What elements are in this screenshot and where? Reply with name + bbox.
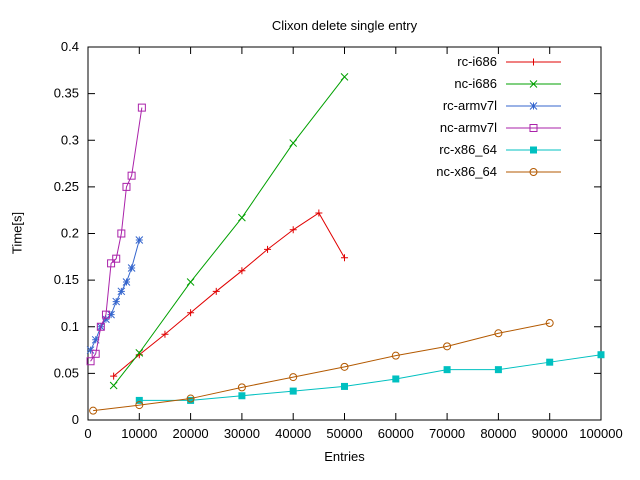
y-tick-label: 0.3 — [61, 132, 79, 147]
x-tick-label: 70000 — [429, 426, 465, 441]
x-tick-label: 30000 — [224, 426, 260, 441]
series-line-rc-i686 — [113, 212, 345, 377]
marker-nc-x86_64 — [237, 383, 246, 392]
chart-title: Clixon delete single entry — [271, 18, 418, 33]
legend-label-nc-i686: nc-i686 — [454, 76, 497, 91]
marker-rc-armv7l — [86, 346, 95, 354]
marker-nc-armv7l — [117, 229, 126, 238]
marker-nc-x86_64 — [186, 394, 195, 403]
marker-rc-x86_64 — [341, 382, 348, 390]
x-tick-label: 10000 — [121, 426, 157, 441]
x-tick-label: 90000 — [532, 426, 568, 441]
legend-marker-rc-x86_64 — [530, 146, 537, 154]
marker-nc-armv7l — [96, 322, 105, 331]
marker-nc-armv7l — [122, 182, 131, 191]
marker-nc-x86_64 — [340, 362, 349, 371]
y-tick-label: 0.4 — [61, 39, 79, 54]
marker-nc-i686 — [109, 381, 118, 390]
marker-rc-armv7l — [112, 297, 121, 306]
legend-marker-nc-i686 — [529, 80, 538, 88]
x-tick-label: 20000 — [173, 426, 209, 441]
y-tick-label: 0.1 — [61, 319, 79, 334]
marker-nc-x86_64 — [135, 401, 144, 410]
legend-marker-rc-armv7l — [529, 102, 538, 110]
legend-label-rc-armv7l: rc-armv7l — [443, 98, 497, 113]
marker-rc-i686 — [341, 254, 348, 262]
marker-rc-i686 — [315, 209, 323, 217]
marker-nc-armv7l — [91, 349, 100, 358]
x-tick-label: 100000 — [579, 426, 622, 441]
marker-nc-armv7l — [137, 103, 146, 112]
marker-nc-i686 — [135, 349, 144, 357]
y-tick-label: 0.2 — [61, 226, 79, 241]
marker-nc-i686 — [238, 213, 246, 222]
legend-marker-nc-x86_64 — [529, 168, 538, 176]
marker-nc-x86_64 — [494, 329, 503, 338]
x-tick-label: 50000 — [326, 426, 362, 441]
marker-rc-x86_64 — [135, 396, 143, 404]
marker-rc-x86_64 — [187, 396, 195, 404]
legend-label-rc-i686: rc-i686 — [457, 54, 497, 69]
legend-label-nc-armv7l: nc-armv7l — [440, 120, 497, 135]
marker-rc-x86_64 — [238, 392, 246, 400]
series-line-nc-armv7l — [90, 107, 143, 362]
marker-rc-armv7l — [135, 236, 144, 244]
marker-nc-armv7l — [107, 259, 116, 268]
marker-rc-i686 — [110, 372, 118, 380]
marker-nc-x86_64 — [391, 351, 400, 360]
y-tick-label: 0.05 — [54, 365, 79, 380]
marker-rc-x86_64 — [597, 351, 605, 359]
marker-nc-i686 — [186, 278, 195, 286]
marker-nc-i686 — [340, 72, 349, 81]
marker-rc-i686 — [289, 226, 297, 234]
marker-rc-x86_64 — [546, 358, 554, 366]
y-tick-label: 0.35 — [54, 86, 79, 101]
marker-nc-x86_64 — [545, 319, 554, 328]
legend-marker-nc-armv7l — [529, 124, 538, 132]
y-tick-label: 0 — [72, 412, 79, 427]
marker-rc-x86_64 — [494, 366, 502, 374]
marker-rc-x86_64 — [392, 375, 400, 383]
y-tick-label: 0.15 — [54, 272, 79, 287]
marker-nc-x86_64 — [443, 342, 452, 351]
series-line-rc-x86_64 — [139, 354, 602, 401]
marker-rc-x86_64 — [289, 387, 297, 395]
marker-rc-i686 — [161, 330, 169, 338]
y-tick-label: 0.25 — [54, 179, 79, 194]
marker-rc-i686 — [264, 245, 272, 253]
marker-rc-armv7l — [127, 264, 136, 272]
marker-rc-armv7l — [117, 287, 126, 296]
series-line-nc-x86_64 — [93, 322, 550, 412]
marker-nc-i686 — [289, 139, 298, 147]
x-tick-label: 0 — [84, 426, 91, 441]
legend-marker-rc-i686 — [530, 58, 537, 66]
x-tick-label: 40000 — [275, 426, 311, 441]
marker-nc-armv7l — [127, 171, 136, 180]
marker-rc-i686 — [187, 309, 195, 317]
marker-rc-armv7l — [122, 278, 131, 286]
x-tick-label: 80000 — [480, 426, 516, 441]
x-tick-label: 60000 — [378, 426, 414, 441]
series-line-nc-i686 — [113, 76, 345, 386]
marker-nc-armv7l — [86, 357, 95, 366]
series-line-rc-armv7l — [90, 239, 140, 351]
x-axis-label: Entries — [324, 449, 365, 464]
marker-rc-x86_64 — [443, 366, 451, 374]
marker-nc-armv7l — [101, 310, 110, 319]
marker-nc-armv7l — [112, 254, 121, 263]
marker-rc-i686 — [212, 287, 220, 295]
plot-border — [87, 46, 602, 421]
legend-label-nc-x86_64: nc-x86_64 — [436, 164, 497, 179]
legend-label-rc-x86_64: rc-x86_64 — [439, 142, 497, 157]
marker-rc-i686 — [238, 267, 246, 275]
marker-nc-x86_64 — [89, 406, 98, 415]
marker-nc-x86_64 — [289, 373, 298, 382]
marker-rc-armv7l — [107, 310, 115, 319]
